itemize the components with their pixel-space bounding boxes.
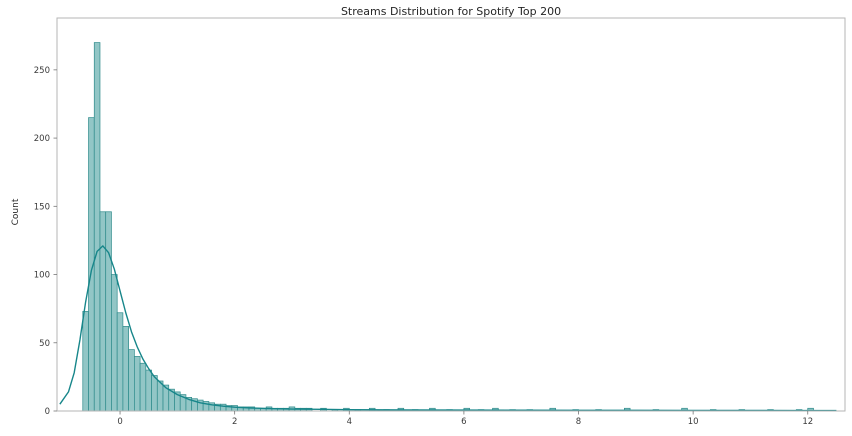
x-tick-label: 8 — [576, 417, 581, 427]
plot-frame — [56, 17, 846, 412]
y-tick-label: 250 — [34, 66, 50, 76]
x-tick-label: 4 — [347, 417, 352, 427]
histogram-bar — [82, 311, 89, 412]
x-tick-label: 0 — [117, 417, 122, 427]
y-tick-label: 50 — [39, 339, 50, 349]
histogram-bar — [105, 211, 112, 412]
histogram-bar — [145, 369, 152, 412]
histogram-bar — [134, 356, 141, 412]
histogram-bar — [156, 380, 164, 412]
histogram-bar — [99, 211, 107, 412]
histogram-bar — [151, 375, 158, 412]
histogram-bar — [111, 274, 118, 412]
y-tick-label: 0 — [45, 407, 50, 417]
x-tick-label: 12 — [802, 417, 813, 427]
kde-curve — [59, 245, 837, 412]
histogram-bar — [116, 312, 124, 412]
histogram-bar — [219, 403, 227, 412]
histogram-bar — [128, 349, 135, 412]
x-tick-label: 6 — [461, 417, 466, 427]
chart-title: Streams Distribution for Spotify Top 200 — [340, 5, 562, 18]
x-tick-label: 10 — [688, 417, 699, 427]
histogram-bar — [122, 326, 129, 412]
y-tick-label: 150 — [34, 202, 50, 212]
y-tick-label: 100 — [34, 271, 50, 281]
histogram-bar — [93, 42, 101, 412]
histogram-bar — [139, 362, 147, 412]
y-tick-label: 200 — [34, 134, 50, 144]
x-tick-label: 2 — [232, 417, 237, 427]
